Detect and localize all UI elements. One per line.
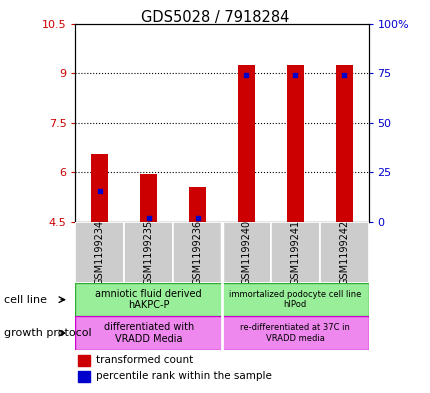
Text: differentiated with
VRADD Media: differentiated with VRADD Media [103,322,194,344]
Bar [78,355,90,366]
Bar [78,371,90,382]
Text: immortalized podocyte cell line
hIPod: immortalized podocyte cell line hIPod [228,290,361,309]
Bar [91,154,108,222]
FancyBboxPatch shape [221,222,270,283]
Bar [335,65,352,222]
Bar [286,65,303,222]
Bar [140,174,157,222]
Text: GDS5028 / 7918284: GDS5028 / 7918284 [141,10,289,25]
Text: growth protocol: growth protocol [4,328,92,338]
Text: GSM1199234: GSM1199234 [95,220,104,285]
Text: GSM1199235: GSM1199235 [143,220,154,285]
FancyBboxPatch shape [173,222,221,283]
FancyBboxPatch shape [124,222,173,283]
FancyBboxPatch shape [319,222,368,283]
FancyBboxPatch shape [75,316,221,350]
Text: cell line: cell line [4,295,47,305]
FancyBboxPatch shape [270,222,319,283]
Text: transformed count: transformed count [96,355,193,365]
FancyBboxPatch shape [221,283,368,316]
Bar [188,187,206,222]
FancyBboxPatch shape [75,283,221,316]
Text: GSM1199236: GSM1199236 [192,220,202,285]
FancyBboxPatch shape [75,222,124,283]
Text: percentile rank within the sample: percentile rank within the sample [96,371,271,382]
FancyBboxPatch shape [221,316,368,350]
Text: re-differentiated at 37C in
VRADD media: re-differentiated at 37C in VRADD media [240,323,349,343]
Text: GSM1199242: GSM1199242 [338,220,348,285]
Text: GSM1199241: GSM1199241 [289,220,300,285]
Text: GSM1199240: GSM1199240 [241,220,251,285]
Text: amniotic fluid derived
hAKPC-P: amniotic fluid derived hAKPC-P [95,289,202,310]
Bar [237,65,254,222]
